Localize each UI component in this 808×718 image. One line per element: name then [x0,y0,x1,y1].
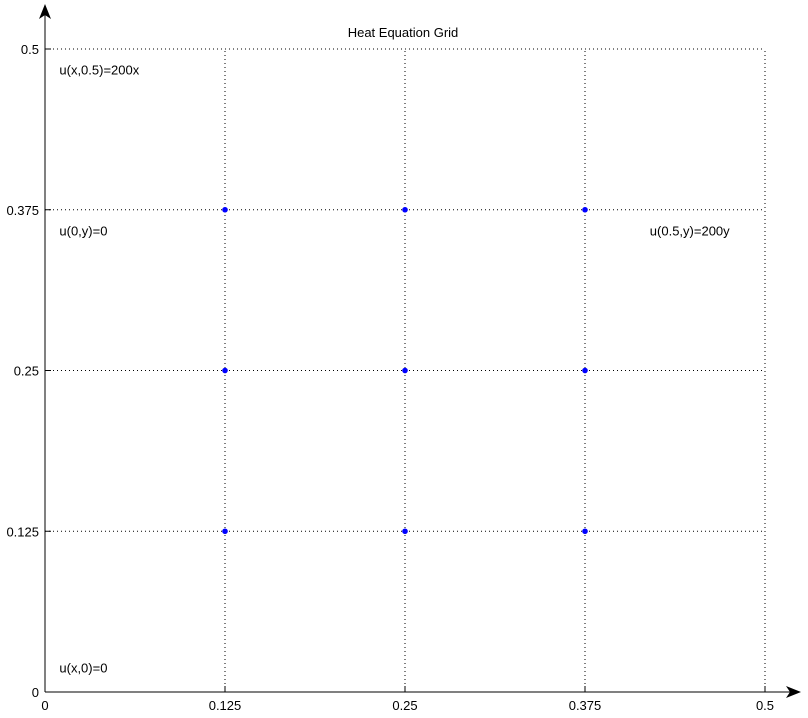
grid-point [402,206,408,213]
y-tick-label: 0.125 [6,524,39,539]
grid-point [582,367,588,374]
x-tick-label: 0 [41,698,48,713]
tick-labels: 0 0.125 0.25 0.375 0.5 0 0.125 0.25 0.375 0.5 [6,42,774,713]
y-tick-label: 0.375 [6,203,39,218]
x-tick-label: 0.25 [392,698,417,713]
boundary-condition-label: u(0,y)=0 [59,223,107,238]
x-tick-label: 0.375 [569,698,602,713]
grid-point [582,206,588,213]
y-axis-arrowhead-icon [39,4,51,19]
data-points [222,206,588,535]
chart-title: Heat Equation Grid [348,25,459,40]
grid-point [402,367,408,374]
grid-point [582,528,588,535]
y-tick-label: 0.25 [14,364,39,379]
grid-point [222,528,228,535]
annotations: u(x,0.5)=200x u(0,y)=0 u(0.5,y)=200y u(x,0)… [59,63,730,676]
boundary-condition-label: u(x,0.5)=200x [59,63,139,78]
y-tick-label: 0.5 [21,42,39,57]
grid-point [402,528,408,535]
grid-point [222,367,228,374]
grid-point [222,206,228,213]
x-tick-label: 0.5 [756,698,774,713]
y-tick-label: 0 [32,685,39,700]
boundary-condition-label: u(0.5,y)=200y [650,223,730,238]
x-axis-arrowhead-icon [786,686,801,698]
x-tick-label: 0.125 [209,698,242,713]
axes [39,4,801,698]
boundary-condition-label: u(x,0)=0 [59,661,107,676]
